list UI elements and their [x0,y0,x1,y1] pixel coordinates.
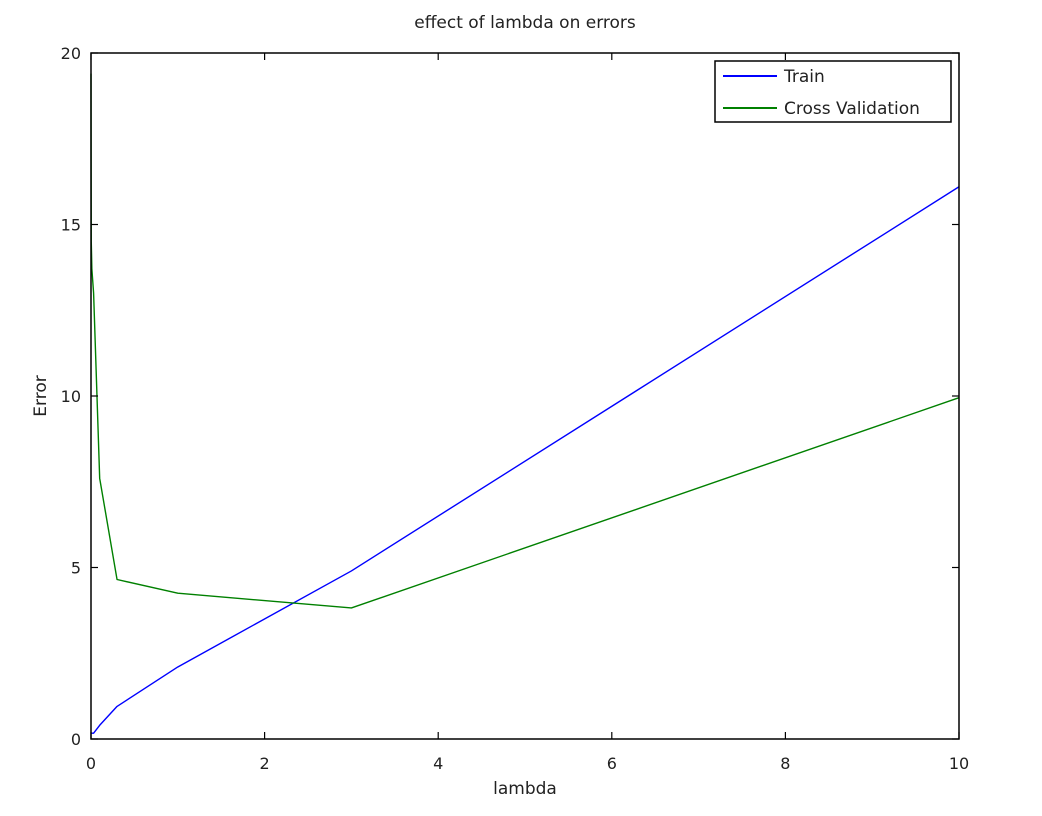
legend-label-cross-validation: Cross Validation [784,99,920,119]
y-tick-label: 5 [71,559,81,578]
x-tick-label: 2 [260,754,270,773]
x-tick-label: 10 [949,754,969,773]
x-tick-label: 4 [433,754,443,773]
y-tick-label: 0 [71,730,81,749]
x-tick-label: 0 [86,754,96,773]
y-tick-label: 15 [61,216,81,235]
y-tick-label: 10 [61,387,81,406]
y-axis-label: Error [31,375,51,416]
legend-label-train: Train [783,67,825,87]
plot-area-frame [90,52,960,740]
y-tick-label: 20 [61,44,81,63]
x-axis-label: lambda [493,779,557,799]
ticks-layer: 0 2 4 6 8 10 0 5 10 15 20 [61,44,970,773]
legend: Train Cross Validation [714,60,952,123]
legend-box [714,60,952,123]
x-tick-label: 6 [607,754,617,773]
x-tick-label: 8 [780,754,790,773]
chart-title: effect of lambda on errors [414,13,636,33]
